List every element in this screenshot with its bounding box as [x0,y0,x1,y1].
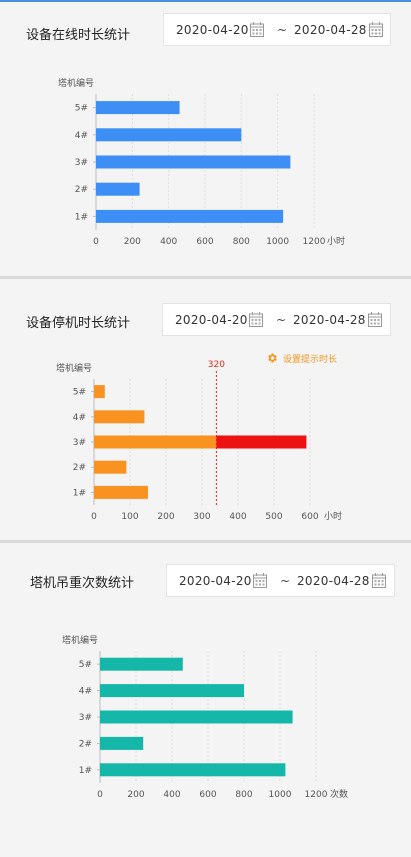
bar-under-threshold [94,435,217,449]
lifting-count-section: 塔机吊重次数统计 2020-04-20 ~ 2020-04-28 塔机编号 1# 2… [0,543,411,857]
downtime-section: 设备停机时长统计 2020-04-20 ~ 2020-04-28 设置提示时长 … [0,279,411,540]
date-separator: ~ [276,313,287,327]
bar [94,460,127,474]
category-tick-label: 1# [75,212,88,222]
date-from[interactable]: 2020-04-20 [176,23,249,37]
category-tick-label: 3# [73,438,86,448]
downtime-chart: 塔机编号 1# 2# 3# 4# 5# 0 100 200 300 400 500 600 小时 320 [52,347,357,527]
x-tick-label: 800 [235,790,252,800]
x-tick-label: 400 [160,237,177,247]
bar [96,209,284,223]
x-tick-label: 500 [265,512,282,522]
bar [96,101,180,115]
y-axis-label: 塔机编号 [56,362,92,374]
date-from[interactable]: 2020-04-20 [179,574,252,588]
bar [96,182,140,196]
bar [100,763,286,777]
date-separator: ~ [277,23,288,37]
section-divider [0,540,411,543]
x-tick-label: 600 [301,512,318,522]
x-tick-label: 100 [121,512,138,522]
threshold-label: 320 [208,360,225,370]
x-tick-label: 200 [157,512,174,522]
date-range-picker[interactable]: 2020-04-20 ~ 2020-04-28 [166,564,395,597]
x-tick-label: 1200 [305,790,328,800]
category-tick-label: 1# [79,766,92,776]
bar [94,410,145,424]
bar-over-threshold [216,435,307,449]
bar [96,128,242,142]
category-tick-label: 4# [79,687,92,697]
x-tick-label: 600 [196,237,213,247]
category-tick-label: 3# [75,158,88,168]
bar [94,385,105,399]
y-axis-label: 塔机编号 [62,634,98,646]
calendar-icon[interactable] [249,312,263,327]
x-axis-unit-label: 小时 [324,510,342,522]
date-to[interactable]: 2020-04-28 [297,574,370,588]
x-axis-unit-label: 小时 [327,235,345,247]
bar-chart-svg: 塔机编号 1# 2# 3# 4# 5# 0 200 400 600 800 1000 1200 次数 [62,634,348,800]
gear-icon[interactable] [266,352,278,364]
x-tick-label: 1000 [269,790,292,800]
x-tick-label: 1200 [303,237,326,247]
lifting-count-chart: 塔机编号 1# 2# 3# 4# 5# 0 200 400 600 800 1000 1200 次数 [58,633,364,803]
x-tick-label: 0 [97,790,103,800]
category-tick-label: 4# [75,131,88,141]
x-tick-label: 400 [163,790,180,800]
category-tick-label: 1# [73,488,86,498]
bar [94,485,148,499]
category-tick-label: 2# [73,463,86,473]
x-tick-label: 200 [124,237,141,247]
bar-chart-svg: 塔机编号 1# 2# 3# 4# 5# 0 100 200 300 400 500 600 小时 320 [56,360,342,522]
section-title: 设备在线时长统计 [26,28,131,43]
calendar-icon[interactable] [372,573,386,588]
online-duration-section: 设备在线时长统计 2020-04-20 ~ 2020-04-28 塔机编号 1# 2… [0,2,411,276]
section-title: 塔机吊重次数统计 [30,576,135,591]
bar [96,155,291,169]
x-tick-label: 800 [233,237,250,247]
section-divider [0,276,411,279]
x-tick-label: 0 [91,512,97,522]
calendar-icon[interactable] [369,22,383,37]
x-tick-label: 1000 [266,237,289,247]
date-range-picker[interactable]: 2020-04-20 ~ 2020-04-28 [162,303,391,336]
y-axis-label: 塔机编号 [58,77,94,89]
date-to[interactable]: 2020-04-28 [293,313,366,327]
bar [100,657,183,671]
category-tick-label: 3# [79,713,92,723]
category-tick-label: 4# [73,413,86,423]
date-from[interactable]: 2020-04-20 [175,313,248,327]
online-duration-chart: 塔机编号 1# 2# 3# 4# 5# 0 200 400 600 800 1000 1200 小时 [55,72,359,252]
section-title: 设备停机时长统计 [26,316,131,331]
category-tick-label: 5# [75,104,88,114]
bar [100,710,293,724]
date-to[interactable]: 2020-04-28 [294,23,367,37]
calendar-icon[interactable] [253,573,267,588]
x-tick-label: 300 [193,512,210,522]
category-tick-label: 2# [79,739,92,749]
calendar-icon[interactable] [368,312,382,327]
x-tick-label: 600 [199,790,216,800]
category-tick-label: 2# [75,185,88,195]
set-alert-duration-link[interactable]: 设置提示时长 [283,355,338,365]
category-tick-label: 5# [73,388,86,398]
x-axis-unit-label: 次数 [330,788,348,800]
bar [100,684,244,698]
x-tick-label: 400 [229,512,246,522]
top-accent-line [0,0,411,2]
category-tick-label: 5# [79,660,92,670]
x-tick-label: 200 [127,790,144,800]
bar [100,736,144,750]
x-tick-label: 0 [93,237,99,247]
bar-chart-svg: 塔机编号 1# 2# 3# 4# 5# 0 200 400 600 800 1000 1200 小时 [58,77,345,247]
calendar-icon[interactable] [250,22,264,37]
date-range-picker[interactable]: 2020-04-20 ~ 2020-04-28 [163,13,391,46]
date-separator: ~ [280,574,291,588]
